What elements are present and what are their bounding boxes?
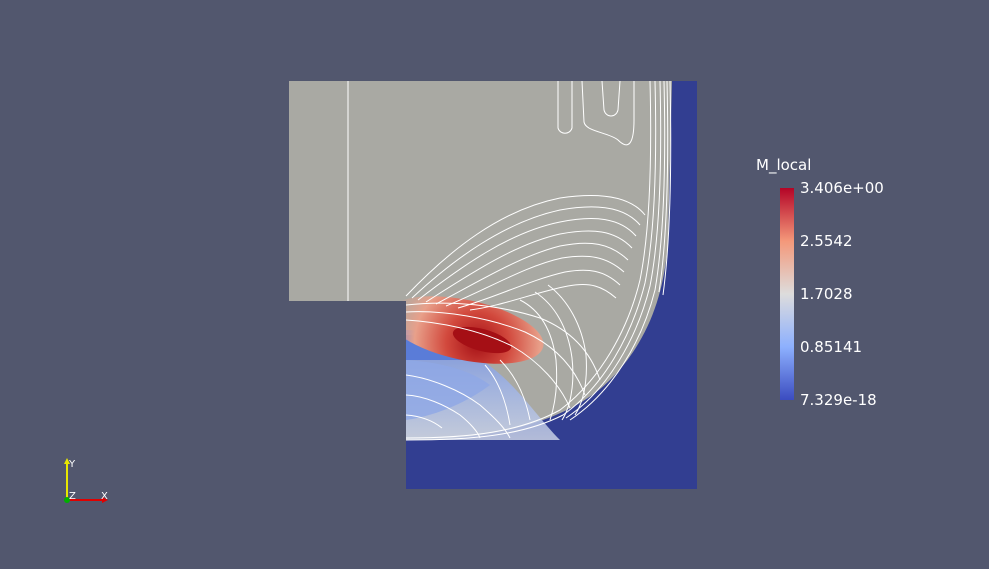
scalar-bar-tick-min: 7.329e-18 xyxy=(800,392,877,408)
axis-label-x: X xyxy=(101,491,108,502)
orientation-axes: Y Z X xyxy=(55,455,125,515)
scalar-bar-tick-2: 2.5542 xyxy=(800,233,853,249)
scalar-bar-title: M_local xyxy=(756,156,811,174)
scalar-bar-tick-4: 0.85141 xyxy=(800,339,862,355)
scalar-bar-tick-3: 1.7028 xyxy=(800,286,853,302)
scalar-bar-colorbar[interactable] xyxy=(780,188,794,400)
axes-triad-icon xyxy=(55,455,125,515)
axis-label-y: Y xyxy=(69,459,75,470)
scalar-bar-tick-max: 3.406e+00 xyxy=(800,180,884,196)
axis-label-z: Z xyxy=(69,491,76,502)
